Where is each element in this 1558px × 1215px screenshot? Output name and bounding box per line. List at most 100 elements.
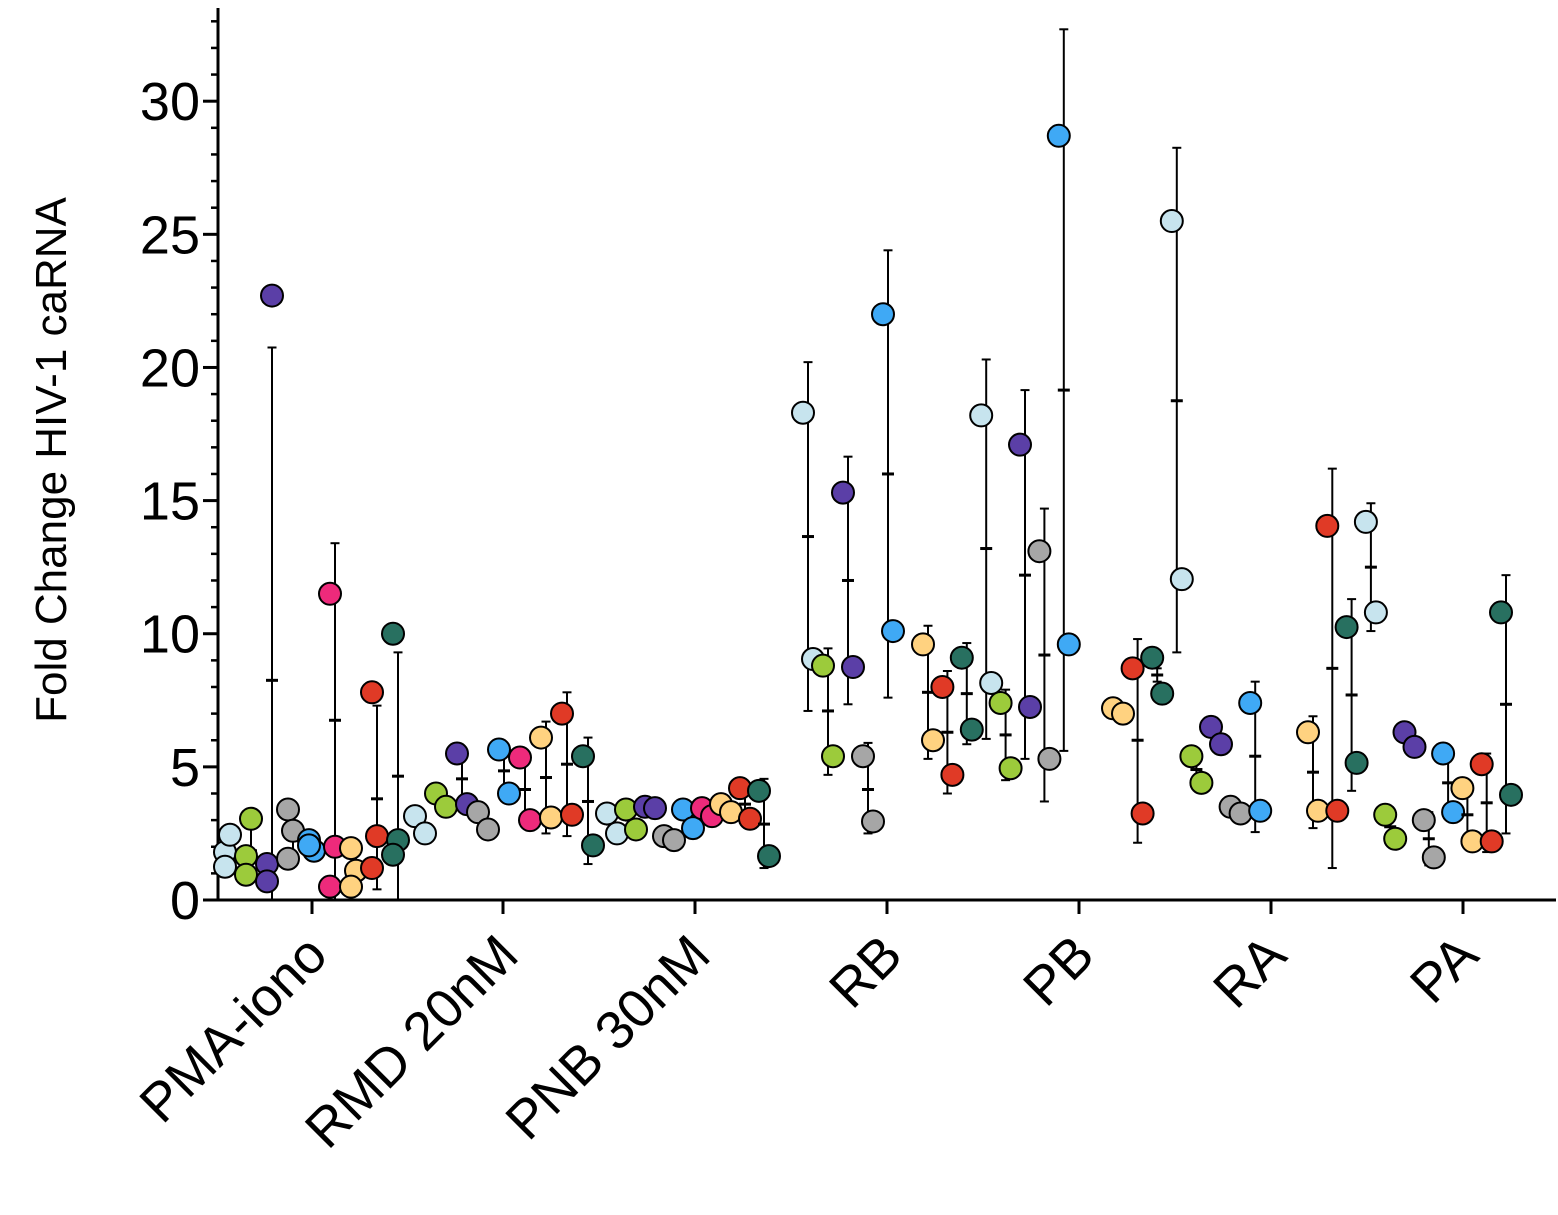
data-point bbox=[1421, 845, 1446, 870]
data-point bbox=[1248, 798, 1273, 823]
x-tick-label: PB bbox=[1012, 924, 1105, 1017]
data-point bbox=[940, 762, 965, 787]
data-point bbox=[979, 670, 1004, 695]
y-tick-label: 15 bbox=[140, 472, 200, 532]
y-tick-label: 30 bbox=[140, 72, 200, 132]
data-point bbox=[218, 822, 242, 847]
data-point bbox=[1469, 752, 1494, 777]
data-point bbox=[1353, 509, 1378, 534]
y-axis-label: Fold Change HIV-1 caRNA bbox=[27, 196, 76, 722]
data-point bbox=[360, 680, 384, 705]
data-point bbox=[560, 802, 584, 827]
y-tick-label: 20 bbox=[140, 338, 200, 398]
data-point bbox=[1130, 801, 1155, 826]
y-axis: 0 5 10 15 20 25 30 bbox=[140, 8, 220, 931]
data-point bbox=[1228, 801, 1253, 826]
data-point bbox=[276, 846, 300, 871]
data-point bbox=[487, 737, 511, 762]
data-point bbox=[911, 632, 935, 657]
y-tick-label: 10 bbox=[140, 605, 200, 665]
data-point bbox=[1296, 720, 1320, 745]
group-pb bbox=[911, 28, 1081, 803]
data-point bbox=[318, 874, 342, 899]
data-point bbox=[413, 821, 437, 846]
data-point bbox=[1209, 732, 1233, 757]
data-point bbox=[624, 817, 648, 842]
data-point bbox=[821, 744, 845, 769]
data-point bbox=[1150, 681, 1175, 706]
data-point bbox=[851, 744, 875, 769]
data-point bbox=[1238, 690, 1263, 715]
x-tick-label: PA bbox=[1399, 924, 1490, 1015]
data-point bbox=[571, 744, 595, 769]
error-bar bbox=[1057, 28, 1070, 752]
data-point bbox=[1140, 645, 1165, 670]
data-point bbox=[1373, 802, 1398, 827]
data-point bbox=[1008, 432, 1032, 457]
data-point bbox=[365, 824, 389, 849]
data-point bbox=[339, 874, 363, 899]
data-point bbox=[1111, 701, 1135, 726]
data-point bbox=[445, 741, 469, 766]
data-point bbox=[738, 806, 762, 831]
x-tick-label: PMA-iono bbox=[128, 924, 338, 1134]
group-rb bbox=[791, 249, 905, 835]
group-pma-iono bbox=[213, 283, 410, 901]
y-tick-label: 0 bbox=[170, 871, 200, 931]
data-point bbox=[1411, 808, 1436, 833]
group-rmd-20nm bbox=[403, 691, 605, 866]
data-point bbox=[921, 728, 945, 753]
data-point bbox=[1489, 600, 1513, 625]
data-point bbox=[871, 302, 895, 327]
data-point bbox=[1402, 734, 1427, 759]
data-point bbox=[339, 836, 363, 861]
data-point bbox=[757, 844, 781, 869]
data-point bbox=[581, 833, 605, 858]
data-point bbox=[791, 400, 815, 425]
data-point bbox=[508, 745, 532, 770]
data-point bbox=[213, 854, 237, 879]
group-pnb-30nm bbox=[595, 776, 781, 870]
data-point bbox=[1159, 209, 1184, 234]
data-point bbox=[1441, 800, 1466, 825]
data-point bbox=[297, 833, 321, 858]
data-point bbox=[529, 725, 553, 750]
data-point bbox=[360, 856, 384, 881]
data-point bbox=[1334, 615, 1359, 640]
data-point bbox=[841, 655, 865, 680]
x-tick-label: RB bbox=[818, 924, 913, 1019]
data-point bbox=[988, 690, 1013, 715]
data-point bbox=[1189, 770, 1214, 795]
data-point bbox=[1179, 744, 1204, 769]
data-point bbox=[930, 674, 955, 699]
data-point bbox=[1363, 600, 1388, 625]
data-point bbox=[318, 581, 342, 606]
data-point bbox=[949, 645, 974, 670]
data-point bbox=[234, 862, 258, 887]
data-point bbox=[1479, 829, 1504, 854]
data-point bbox=[497, 781, 521, 806]
data-point bbox=[1344, 750, 1369, 775]
data-point bbox=[681, 816, 705, 841]
data-point bbox=[959, 717, 984, 742]
data-point bbox=[747, 778, 771, 803]
data-point bbox=[381, 621, 405, 646]
data-point bbox=[239, 806, 263, 831]
data-point bbox=[255, 869, 279, 894]
x-tick-label: RA bbox=[1202, 924, 1297, 1019]
data-point bbox=[1325, 798, 1350, 823]
data-point bbox=[831, 480, 855, 505]
data-point bbox=[260, 283, 284, 308]
data-point bbox=[662, 828, 686, 853]
data-point bbox=[1169, 567, 1194, 592]
data-point bbox=[276, 797, 300, 822]
data-point bbox=[518, 808, 542, 833]
data-point bbox=[1120, 656, 1145, 681]
data-point bbox=[1315, 513, 1340, 538]
plot-area bbox=[213, 28, 1523, 901]
data-point bbox=[811, 653, 835, 678]
data-point bbox=[1056, 632, 1081, 657]
y-tick-label: 5 bbox=[170, 738, 200, 798]
